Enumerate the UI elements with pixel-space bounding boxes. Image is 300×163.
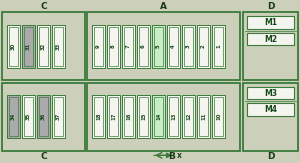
Bar	[122, 96, 135, 138]
Text: 13: 13	[171, 113, 176, 120]
Bar	[87, 83, 240, 150]
Bar	[167, 25, 180, 67]
Text: 14: 14	[156, 113, 161, 120]
Bar	[9, 97, 18, 136]
Text: 2: 2	[201, 44, 206, 48]
Bar	[167, 96, 180, 138]
Bar	[37, 25, 50, 67]
Text: 4: 4	[171, 44, 176, 48]
Text: 5: 5	[156, 44, 161, 48]
Bar	[247, 87, 294, 99]
Bar	[212, 96, 225, 138]
Text: M1: M1	[264, 18, 277, 27]
Bar	[247, 103, 294, 116]
Bar	[52, 96, 65, 138]
Bar	[137, 25, 150, 67]
Bar	[182, 96, 195, 138]
Text: D: D	[267, 2, 274, 11]
Bar	[154, 27, 163, 66]
Bar	[182, 25, 195, 67]
Text: B: B	[168, 152, 175, 161]
Bar	[137, 96, 150, 138]
Bar	[87, 13, 240, 80]
Text: 34: 34	[11, 113, 16, 120]
Text: x: x	[177, 151, 182, 160]
Bar	[22, 25, 35, 67]
Text: 10: 10	[216, 113, 221, 120]
Text: 3: 3	[186, 44, 191, 48]
Bar	[199, 97, 208, 136]
Text: 17: 17	[111, 113, 116, 120]
Bar	[7, 96, 20, 138]
Bar	[9, 27, 18, 66]
Bar	[107, 96, 120, 138]
Bar	[94, 97, 103, 136]
Bar	[39, 97, 48, 136]
Bar	[169, 97, 178, 136]
Text: 6: 6	[141, 44, 146, 48]
Bar	[169, 27, 178, 66]
Bar	[92, 25, 105, 67]
Bar	[109, 27, 118, 66]
Text: 1: 1	[216, 44, 221, 48]
Bar	[197, 96, 210, 138]
Bar	[139, 27, 148, 66]
Text: 7: 7	[126, 44, 131, 48]
Bar	[214, 27, 223, 66]
Bar	[92, 96, 105, 138]
Text: 31: 31	[26, 43, 31, 50]
Bar	[124, 27, 133, 66]
Text: 32: 32	[41, 43, 46, 50]
Text: 16: 16	[126, 113, 131, 120]
Text: 36: 36	[41, 113, 46, 120]
Bar	[214, 97, 223, 136]
Bar	[247, 16, 294, 29]
Bar	[54, 97, 63, 136]
Bar	[24, 97, 33, 136]
Bar	[152, 25, 165, 67]
Text: 15: 15	[141, 113, 146, 120]
Bar	[24, 27, 33, 66]
Text: M4: M4	[264, 105, 277, 114]
Bar	[247, 33, 294, 45]
Bar	[184, 97, 193, 136]
Bar	[7, 25, 20, 67]
Bar	[154, 97, 163, 136]
Text: 11: 11	[201, 113, 206, 120]
Text: 9: 9	[96, 44, 101, 48]
Bar	[107, 25, 120, 67]
Bar	[37, 96, 50, 138]
Text: C: C	[40, 2, 47, 11]
Bar	[243, 13, 298, 80]
Text: D: D	[267, 152, 274, 161]
Bar	[94, 27, 103, 66]
Bar	[124, 97, 133, 136]
Text: C: C	[40, 152, 47, 161]
Bar	[212, 25, 225, 67]
Text: M2: M2	[264, 35, 277, 44]
Bar	[197, 25, 210, 67]
Bar	[139, 97, 148, 136]
Text: A: A	[160, 2, 167, 11]
Bar	[243, 83, 298, 150]
Text: 30: 30	[11, 43, 16, 50]
Bar	[152, 96, 165, 138]
Text: M3: M3	[264, 89, 277, 98]
Text: 12: 12	[186, 113, 191, 120]
Bar	[39, 27, 48, 66]
Bar	[122, 25, 135, 67]
Text: 18: 18	[96, 113, 101, 120]
Bar	[52, 25, 65, 67]
Bar	[54, 27, 63, 66]
Bar	[2, 13, 85, 80]
Bar	[109, 97, 118, 136]
Text: 33: 33	[56, 43, 61, 50]
Bar	[2, 83, 85, 150]
Bar	[184, 27, 193, 66]
Bar	[22, 96, 35, 138]
Bar	[199, 27, 208, 66]
Text: 37: 37	[56, 113, 61, 120]
Text: 8: 8	[111, 44, 116, 48]
Text: 35: 35	[26, 113, 31, 120]
